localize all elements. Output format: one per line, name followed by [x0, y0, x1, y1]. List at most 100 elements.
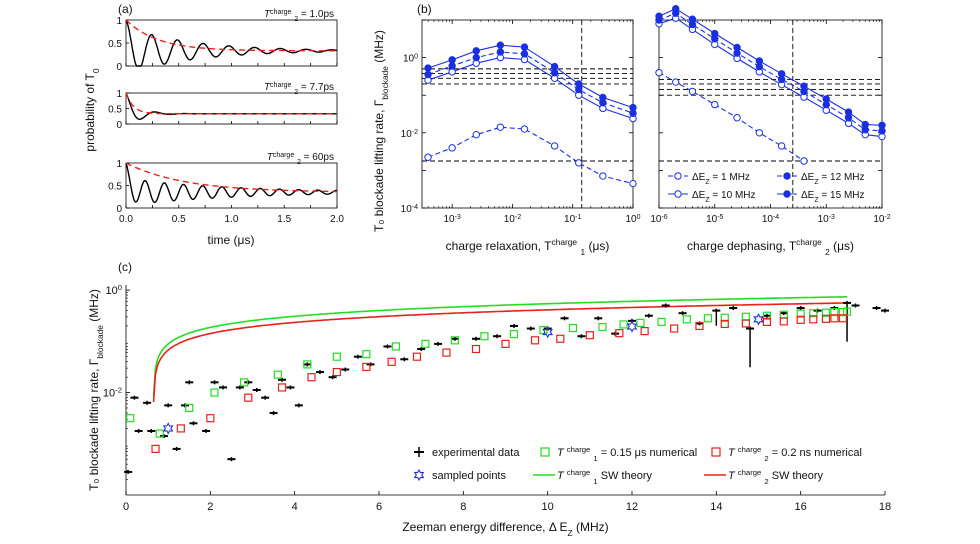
red-numerical-point	[244, 393, 253, 402]
green-numerical-point	[126, 414, 135, 423]
red-numerical-point	[670, 324, 679, 333]
panel-c-label: (c)	[118, 260, 132, 274]
red-numerical-point	[779, 317, 788, 326]
data-marker	[861, 120, 869, 129]
panel-a: (a) 0 0.5 1 Tcharge 2 = 1.0ps 0 0.5 1 Tcharge 2 …	[83, 2, 344, 247]
red-numerical-point	[151, 444, 160, 454]
legend-label-0-part: ΔE	[692, 172, 706, 183]
right-subplot-x-axis-label-part: (μs)	[830, 239, 854, 253]
data-marker	[629, 179, 637, 188]
ytick-label: 100	[105, 283, 122, 298]
green-numerical-point	[720, 313, 729, 322]
xtick-label-part: -2	[884, 214, 890, 221]
xtick-label: 0	[123, 501, 129, 513]
green-numerical-point	[480, 332, 489, 341]
xtick-label-part: -6	[661, 214, 667, 221]
ytick-label-part: -2	[412, 128, 418, 135]
legend-red-square	[711, 447, 721, 457]
legend-label-0: ΔEZ = 1 MHz	[692, 172, 750, 186]
legend-label-red-theory-part: SW theory	[769, 470, 824, 482]
data-marker	[424, 153, 432, 161]
y-axis-label-part: 0	[91, 68, 101, 73]
numerical-curve	[125, 19, 338, 67]
sampled-point	[162, 422, 174, 435]
xtick-label: 8	[460, 501, 466, 513]
subplot-0-title-part: = 1.0ps	[298, 9, 334, 20]
data-marker	[800, 82, 808, 90]
right-subplot-x-axis-label: charge dephasing, Tcharge 2 (μs)	[687, 237, 854, 257]
legend-label-green-theory-part: charge	[567, 468, 591, 477]
ytick-label: 0.5	[108, 105, 122, 116]
legend-label-3: ΔEZ = 15 MHz	[801, 190, 865, 204]
y-axis-label-part: T₀ blockade lifting rate, Γ	[87, 358, 101, 491]
ytick-label: 10-4	[401, 204, 418, 216]
data-marker	[822, 95, 830, 103]
ytick-label-part: 10	[401, 204, 413, 215]
green-numerical-point	[830, 308, 839, 317]
data-marker	[448, 144, 456, 152]
green-numerical-point	[421, 339, 430, 349]
ytick-label: 0	[116, 62, 122, 73]
xtick-label-part: 10	[625, 214, 637, 225]
legend-label-sampled: sampled points	[432, 470, 506, 482]
legend-label-green-theory-part: T	[557, 470, 565, 482]
legend-label-2-part: ΔE	[692, 190, 706, 201]
xtick-label: 0.0	[119, 214, 133, 225]
data-marker	[575, 80, 583, 88]
ytick-label: 0	[116, 204, 122, 215]
subplot-0-frame	[125, 19, 338, 67]
data-marker	[550, 62, 559, 71]
xtick-label: 0.5	[172, 214, 186, 225]
xtick-label: 16	[795, 501, 807, 513]
green-numerical-point	[838, 308, 847, 317]
green-theory-curve	[152, 296, 848, 396]
xtick-label: 10-4	[762, 214, 779, 226]
green-numerical-point	[273, 370, 282, 379]
legend-label-red-theory-part: charge	[738, 468, 762, 477]
red-numerical-point	[640, 326, 649, 336]
data-marker	[472, 130, 480, 139]
legend-label-red-theory-part: T	[728, 470, 736, 482]
red-numerical-point	[530, 336, 540, 345]
legend-label-0-part: Z	[705, 179, 710, 186]
red-numerical-point	[412, 352, 422, 361]
green-numerical-point	[703, 314, 713, 323]
subplot-1-title-part: T	[264, 82, 271, 93]
right-subplot-x-axis-label-part: charge	[796, 237, 822, 247]
legend-label-red-numerical-part: charge	[738, 445, 762, 454]
ytick-label: 100	[403, 53, 418, 65]
xtick-label-part: -3	[829, 214, 835, 221]
xtick-label-part: 10	[762, 214, 774, 225]
green-numerical-point	[391, 342, 400, 351]
red-numerical-point	[556, 334, 565, 343]
data-marker	[711, 100, 719, 109]
left-subplot-x-axis-label-part: charge	[551, 237, 577, 247]
red-numerical-point	[809, 315, 818, 324]
left-subplot-x-axis-label-part: charge relaxation, T	[446, 239, 553, 253]
xtick-label: 2	[207, 501, 213, 513]
xtick-label: 10-6	[650, 214, 667, 226]
xtick-label-part: -5	[717, 214, 723, 221]
xtick-label-part: 10	[706, 214, 718, 225]
x-axis-label: time (μs)	[208, 233, 255, 247]
green-numerical-point	[568, 323, 578, 333]
x-axis-label-part: Z	[568, 528, 573, 538]
data-marker	[448, 68, 456, 76]
green-numerical-point	[362, 350, 371, 359]
data-marker	[520, 125, 529, 133]
red-numerical-point	[796, 315, 805, 324]
green-numerical-point	[185, 403, 194, 413]
green-numerical-point	[210, 388, 219, 397]
data-marker	[672, 5, 680, 13]
subplot-2-title-part: charge	[273, 152, 295, 159]
green-numerical-point	[821, 308, 831, 317]
red-numerical-point	[821, 314, 831, 323]
red-numerical-point	[307, 373, 316, 382]
data-marker	[472, 53, 480, 62]
series-line-1-MHz	[658, 72, 805, 162]
red-numerical-point	[362, 362, 371, 372]
data-marker	[629, 103, 637, 112]
subplot-0-title-part: 2	[294, 16, 298, 23]
ytick-label-part: 0	[414, 53, 418, 60]
red-numerical-point	[838, 314, 847, 323]
